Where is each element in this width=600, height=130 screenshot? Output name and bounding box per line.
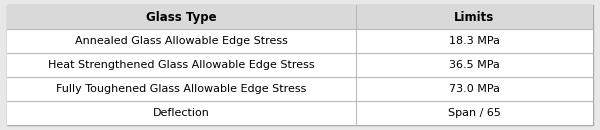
Text: Heat Strengthened Glass Allowable Edge Stress: Heat Strengthened Glass Allowable Edge S… bbox=[48, 60, 315, 70]
Text: 73.0 MPa: 73.0 MPa bbox=[449, 84, 500, 94]
Bar bbox=[7, 5, 593, 29]
Bar bbox=[7, 77, 593, 101]
Text: 36.5 MPa: 36.5 MPa bbox=[449, 60, 500, 70]
Text: Glass Type: Glass Type bbox=[146, 11, 217, 24]
Text: Span / 65: Span / 65 bbox=[448, 108, 500, 118]
Bar bbox=[7, 101, 593, 125]
Bar bbox=[7, 53, 593, 77]
Text: Fully Toughened Glass Allowable Edge Stress: Fully Toughened Glass Allowable Edge Str… bbox=[56, 84, 307, 94]
Text: 18.3 MPa: 18.3 MPa bbox=[449, 36, 500, 46]
Bar bbox=[7, 29, 593, 53]
Text: Annealed Glass Allowable Edge Stress: Annealed Glass Allowable Edge Stress bbox=[75, 36, 288, 46]
Text: Deflection: Deflection bbox=[153, 108, 210, 118]
Text: Limits: Limits bbox=[454, 11, 494, 24]
